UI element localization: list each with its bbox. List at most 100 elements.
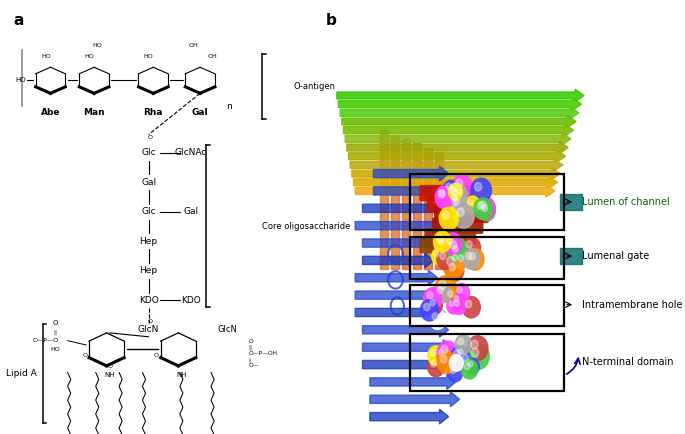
Text: O: O bbox=[148, 319, 153, 324]
Circle shape bbox=[440, 253, 446, 260]
Circle shape bbox=[438, 190, 445, 198]
Bar bbox=[380, 130, 388, 269]
Text: Hep: Hep bbox=[140, 266, 158, 275]
Circle shape bbox=[476, 197, 495, 220]
FancyArrow shape bbox=[345, 133, 571, 145]
Circle shape bbox=[437, 286, 443, 293]
Circle shape bbox=[436, 235, 443, 242]
Circle shape bbox=[427, 296, 443, 314]
Circle shape bbox=[447, 237, 466, 260]
FancyArrow shape bbox=[370, 375, 456, 389]
Circle shape bbox=[466, 252, 472, 260]
Circle shape bbox=[471, 348, 479, 357]
Circle shape bbox=[451, 194, 458, 201]
Circle shape bbox=[450, 252, 464, 269]
Circle shape bbox=[434, 251, 439, 257]
Circle shape bbox=[453, 350, 460, 358]
Circle shape bbox=[427, 292, 433, 299]
FancyBboxPatch shape bbox=[419, 237, 467, 253]
Circle shape bbox=[453, 203, 474, 228]
Circle shape bbox=[450, 243, 465, 260]
Text: HO: HO bbox=[92, 43, 102, 48]
FancyArrow shape bbox=[353, 176, 558, 188]
Text: Intramembrane hole: Intramembrane hole bbox=[582, 299, 683, 310]
Bar bbox=[424, 148, 432, 269]
FancyArrow shape bbox=[355, 288, 441, 302]
FancyArrow shape bbox=[343, 124, 573, 136]
FancyArrow shape bbox=[352, 168, 560, 180]
Circle shape bbox=[455, 335, 471, 354]
Circle shape bbox=[466, 358, 479, 375]
Text: HO: HO bbox=[16, 77, 26, 83]
Text: GlcN: GlcN bbox=[138, 326, 160, 334]
Text: Gal: Gal bbox=[192, 108, 208, 117]
Text: Hep: Hep bbox=[140, 237, 158, 246]
Circle shape bbox=[458, 338, 464, 345]
Circle shape bbox=[457, 208, 464, 217]
Text: Lumen of channel: Lumen of channel bbox=[582, 197, 670, 207]
Bar bbox=[560, 248, 582, 264]
FancyArrow shape bbox=[340, 107, 579, 119]
Circle shape bbox=[446, 260, 464, 281]
Circle shape bbox=[447, 290, 453, 297]
Circle shape bbox=[479, 201, 495, 221]
Circle shape bbox=[450, 241, 457, 249]
Circle shape bbox=[434, 232, 454, 256]
FancyArrow shape bbox=[362, 236, 441, 250]
FancyArrow shape bbox=[362, 322, 449, 337]
Circle shape bbox=[457, 287, 462, 293]
Circle shape bbox=[455, 186, 468, 202]
Text: Glc: Glc bbox=[141, 148, 156, 157]
Circle shape bbox=[465, 196, 480, 214]
Text: HO: HO bbox=[41, 54, 51, 59]
Circle shape bbox=[444, 181, 458, 197]
Circle shape bbox=[437, 249, 454, 270]
Text: O: O bbox=[82, 353, 87, 358]
Circle shape bbox=[449, 301, 454, 306]
Circle shape bbox=[449, 195, 467, 216]
Circle shape bbox=[454, 296, 458, 301]
Circle shape bbox=[467, 344, 489, 369]
FancyArrow shape bbox=[362, 340, 452, 355]
Circle shape bbox=[475, 182, 482, 191]
Circle shape bbox=[452, 358, 457, 363]
Circle shape bbox=[444, 233, 462, 254]
FancyBboxPatch shape bbox=[427, 196, 482, 212]
FancyBboxPatch shape bbox=[419, 185, 474, 201]
Circle shape bbox=[450, 346, 469, 368]
Bar bbox=[435, 152, 443, 269]
Circle shape bbox=[441, 345, 448, 354]
Circle shape bbox=[434, 283, 451, 303]
Text: O: O bbox=[108, 364, 112, 369]
Circle shape bbox=[465, 300, 472, 308]
FancyArrow shape bbox=[338, 98, 582, 110]
Circle shape bbox=[458, 255, 464, 261]
Circle shape bbox=[452, 254, 458, 260]
Text: Gal: Gal bbox=[141, 178, 156, 187]
Circle shape bbox=[449, 191, 465, 211]
FancyArrow shape bbox=[350, 159, 563, 171]
Circle shape bbox=[479, 201, 486, 209]
Circle shape bbox=[468, 199, 473, 205]
Circle shape bbox=[449, 263, 456, 271]
Circle shape bbox=[436, 186, 453, 206]
Bar bbox=[560, 194, 582, 210]
Circle shape bbox=[453, 198, 459, 206]
Circle shape bbox=[443, 252, 464, 278]
Circle shape bbox=[421, 299, 438, 321]
Circle shape bbox=[431, 349, 436, 356]
Circle shape bbox=[434, 231, 451, 252]
FancyBboxPatch shape bbox=[425, 228, 476, 245]
Text: HO: HO bbox=[144, 54, 153, 59]
Circle shape bbox=[462, 355, 469, 362]
Circle shape bbox=[447, 183, 467, 207]
Text: KDO: KDO bbox=[181, 296, 201, 305]
Text: ||: || bbox=[53, 329, 57, 335]
Circle shape bbox=[456, 179, 462, 187]
Circle shape bbox=[447, 257, 454, 266]
Circle shape bbox=[437, 341, 458, 365]
Text: O: O bbox=[53, 320, 58, 326]
Circle shape bbox=[447, 298, 460, 314]
Circle shape bbox=[451, 293, 465, 309]
Circle shape bbox=[463, 237, 481, 258]
